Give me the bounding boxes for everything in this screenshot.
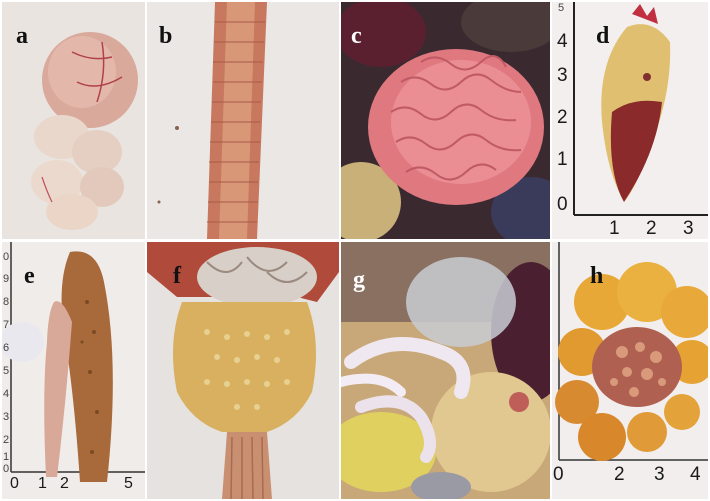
panel-b-label: b xyxy=(159,23,173,49)
panel-d-tick-y-4: 4 xyxy=(557,31,568,52)
panel-d-tick-x-1: 1 xyxy=(609,218,620,239)
panel-e-tick-x-0: 0 xyxy=(10,475,19,492)
panel-e-tick-y-6: 6 xyxy=(3,342,10,354)
panel-d-tick-y-5: 5 xyxy=(558,2,565,14)
panel-e-tick-y-5: 5 xyxy=(3,365,10,377)
panel-a-label: a xyxy=(16,23,28,49)
panel-a: a xyxy=(2,2,145,239)
panel-g-label: g xyxy=(353,267,365,293)
panel-b: b xyxy=(147,2,339,239)
panel-h-photo xyxy=(552,242,708,499)
panel-e-tick-y-4: 4 xyxy=(3,388,10,400)
panel-a-photo xyxy=(2,2,145,239)
panel-d-tick-x-3: 3 xyxy=(683,218,694,239)
panel-d-tick-x-2: 2 xyxy=(646,218,657,239)
panel-h-tick-x-3: 3 xyxy=(654,464,665,485)
panel-e-tick-y-2: 2 xyxy=(3,434,10,446)
panel-c: c xyxy=(341,2,550,239)
panel-e-photo xyxy=(2,242,145,499)
panel-g-photo xyxy=(341,242,550,499)
panel-f: f xyxy=(147,242,339,499)
panel-e: e 0 9 8 7 6 5 4 3 2 1 0 0 1 2 5 xyxy=(2,242,145,499)
panel-h-tick-x-2: 2 xyxy=(614,464,625,485)
panel-e-tick-y-3: 3 xyxy=(3,411,10,423)
panel-c-photo xyxy=(341,2,550,239)
panel-d-label: d xyxy=(596,23,610,49)
panel-d-tick-y-2: 2 xyxy=(557,107,568,128)
panel-h: h 0 2 3 4 xyxy=(552,242,708,499)
panel-d-tick-y-0: 0 xyxy=(557,194,568,215)
panel-d-tick-y-3: 3 xyxy=(557,65,568,86)
panel-h-tick-x-4: 4 xyxy=(690,464,701,485)
panel-c-label: c xyxy=(351,23,362,49)
panel-d: d 5 4 3 2 1 0 1 2 3 xyxy=(552,2,708,239)
panel-e-tick-x-1: 1 xyxy=(38,475,47,492)
panel-e-tick-y-0: 0 xyxy=(3,463,10,475)
panel-d-tick-y-1: 1 xyxy=(557,149,568,170)
panel-f-photo xyxy=(147,242,339,499)
panel-e-tick-y-1: 1 xyxy=(3,451,10,463)
panel-e-tick-y-7: 7 xyxy=(3,319,10,331)
panel-b-photo xyxy=(147,2,339,239)
panel-f-label: f xyxy=(173,263,181,289)
panel-e-tick-x-5: 5 xyxy=(124,475,133,492)
panel-e-label: e xyxy=(24,263,35,289)
panel-e-tick-y-10: 0 xyxy=(3,251,10,263)
panel-e-tick-y-8: 8 xyxy=(3,296,10,308)
panel-e-tick-y-9: 9 xyxy=(3,273,10,285)
panel-e-tick-x-2: 2 xyxy=(60,475,69,492)
panel-h-tick-x-0: 0 xyxy=(553,464,564,485)
panel-h-label: h xyxy=(590,263,604,289)
panel-g: g xyxy=(341,242,550,499)
panel-d-photo xyxy=(552,2,708,239)
